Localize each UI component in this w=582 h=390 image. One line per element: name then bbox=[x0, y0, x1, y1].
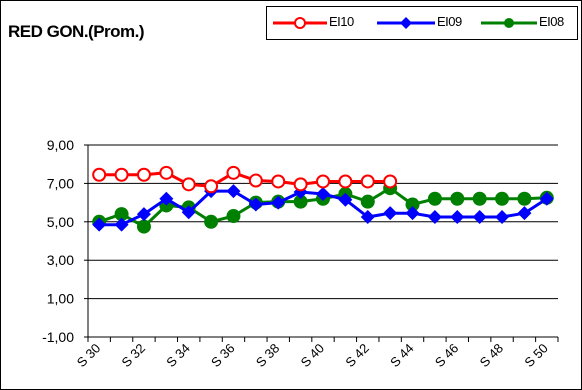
data-point-ei09 bbox=[427, 210, 442, 224]
x-tick-label: S 46 bbox=[432, 341, 462, 371]
data-point-ei09 bbox=[271, 195, 286, 210]
y-tick-label: -1,00 bbox=[42, 329, 74, 345]
data-point-ei09 bbox=[92, 217, 107, 232]
x-tick-label: S 48 bbox=[477, 341, 507, 371]
x-tick-label: S 42 bbox=[342, 341, 372, 371]
data-point-ei09 bbox=[338, 192, 353, 207]
data-point-ei08 bbox=[517, 191, 532, 206]
legend: EI10 EI09 EI08 bbox=[266, 6, 578, 40]
data-point-ei09 bbox=[450, 210, 465, 224]
data-point-ei10 bbox=[136, 167, 151, 182]
data-point-ei08 bbox=[136, 219, 151, 234]
data-point-ei08 bbox=[114, 207, 129, 222]
data-point-ei10 bbox=[92, 167, 107, 182]
data-point-ei10 bbox=[248, 173, 263, 188]
legend-label-ei10: EI10 bbox=[329, 14, 354, 29]
x-tick-label: S 38 bbox=[253, 341, 283, 371]
chart-title: RED GON.(Prom.) bbox=[8, 22, 145, 41]
data-point-ei08 bbox=[450, 191, 465, 206]
data-point-ei08 bbox=[293, 194, 308, 209]
data-point-ei09 bbox=[517, 206, 532, 221]
data-point-ei09 bbox=[114, 217, 129, 232]
x-tick-label: S 40 bbox=[298, 341, 328, 371]
data-point-ei09 bbox=[472, 210, 487, 224]
data-point-ei09 bbox=[181, 205, 196, 220]
x-tick-label: S 34 bbox=[163, 341, 193, 371]
y-tick-label: 3,00 bbox=[47, 252, 74, 268]
y-tick-label: 7,00 bbox=[47, 175, 74, 191]
data-point-ei08 bbox=[204, 214, 219, 229]
data-point-ei09 bbox=[248, 197, 263, 212]
legend-label-ei08: EI08 bbox=[539, 14, 564, 29]
data-point-ei09 bbox=[539, 191, 554, 206]
data-point-ei10 bbox=[204, 179, 219, 194]
data-point-ei08 bbox=[226, 209, 241, 224]
x-tick-label: S 30 bbox=[74, 341, 104, 371]
data-point-ei10 bbox=[360, 174, 375, 189]
data-point-ei10 bbox=[226, 165, 241, 180]
y-tick-label: 5,00 bbox=[47, 214, 74, 230]
data-point-ei10 bbox=[271, 174, 286, 189]
data-point-ei09 bbox=[316, 186, 330, 201]
data-point-ei10 bbox=[293, 177, 308, 192]
data-point-ei09 bbox=[159, 191, 174, 206]
data-point-ei10 bbox=[114, 167, 129, 182]
data-point-ei10 bbox=[181, 177, 196, 192]
data-point-ei08 bbox=[405, 197, 420, 212]
data-point-ei08 bbox=[360, 194, 375, 209]
data-point-ei08 bbox=[495, 191, 510, 206]
data-point-ei08 bbox=[427, 191, 442, 206]
data-point-ei10 bbox=[383, 174, 398, 189]
y-tick-label: 9,00 bbox=[47, 137, 74, 153]
x-tick-label: S 32 bbox=[119, 341, 149, 371]
data-point-ei09 bbox=[383, 206, 398, 221]
data-point-ei09 bbox=[360, 210, 375, 224]
legend-label-ei09: EI09 bbox=[437, 14, 462, 29]
x-tick-label: S 44 bbox=[387, 341, 417, 371]
data-point-ei10 bbox=[338, 174, 353, 189]
data-point-ei10 bbox=[159, 165, 174, 180]
data-point-ei09 bbox=[495, 210, 510, 224]
data-point-ei09 bbox=[405, 206, 420, 221]
data-point-ei08 bbox=[472, 191, 487, 206]
x-tick-label: S 50 bbox=[521, 341, 551, 371]
x-tick-label: S 36 bbox=[208, 341, 238, 371]
data-point-ei09 bbox=[136, 207, 151, 222]
data-point-ei10 bbox=[316, 174, 330, 189]
y-tick-label: 1,00 bbox=[47, 291, 74, 307]
data-point-ei09 bbox=[226, 184, 241, 199]
